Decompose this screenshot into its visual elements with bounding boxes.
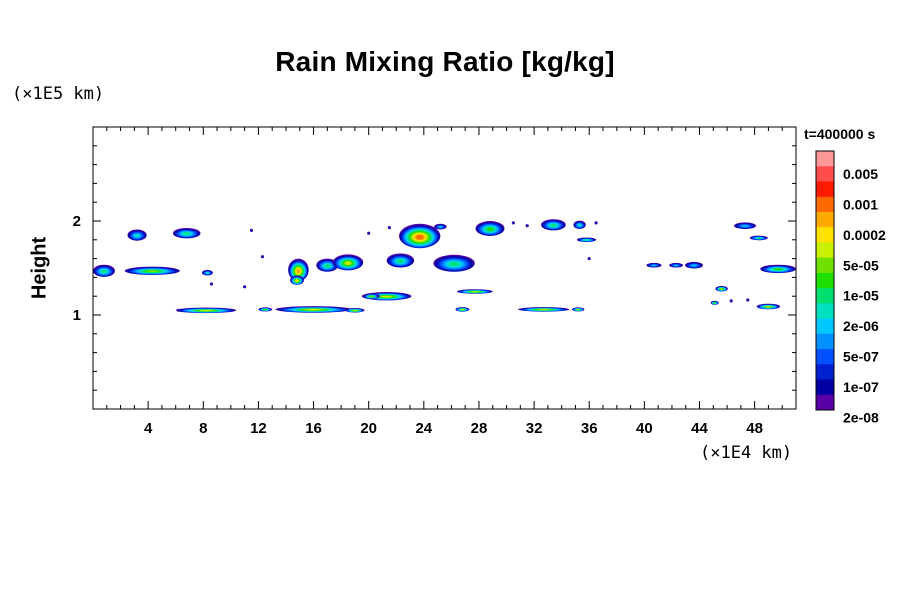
x-tick-label: 4 [144, 420, 153, 437]
rain-patch [572, 307, 585, 312]
rain-patch [573, 220, 586, 229]
colorbar-swatch [816, 333, 834, 350]
rain-speck [525, 224, 529, 228]
rain-patch [332, 254, 364, 271]
rain-patch [258, 307, 273, 312]
x-tick-label: 12 [250, 420, 267, 437]
rain-patch [685, 261, 703, 269]
x-tick-label: 36 [581, 420, 598, 437]
rain-patch [93, 264, 115, 277]
rain-patch [175, 307, 237, 314]
colorbar-swatch [816, 318, 834, 335]
y-axis-unit: (×1E5 km) [12, 84, 105, 104]
rain-patch [518, 307, 570, 312]
rain-speck [249, 228, 254, 232]
rain-patch [669, 262, 683, 268]
rain-patch [710, 300, 719, 305]
rain-patch [434, 223, 447, 230]
rain-patch [756, 303, 781, 310]
x-tick-label: 8 [199, 420, 207, 437]
time-label: t=400000 s [804, 126, 876, 142]
colorbar-label: 2e-06 [843, 318, 879, 334]
rain-speck [260, 255, 265, 259]
rain-patch [576, 237, 597, 243]
colorbar-label: 1e-07 [843, 379, 879, 395]
rain-speck [367, 231, 371, 235]
y-tick-label: 1 [73, 307, 81, 324]
x-tick-label: 20 [360, 420, 377, 437]
rain-patch [290, 275, 304, 285]
colorbar: 0.005 0.001 0.0002 5e-05 1e-05 2e-06 5e-07 1e-0… [815, 150, 886, 426]
rain-patch [760, 264, 796, 274]
chart-title: Rain Mixing Ratio [kg/kg] [275, 46, 615, 77]
x-tick-label: 16 [305, 420, 322, 437]
y-tick-label: 2 [73, 213, 81, 230]
rain-patch [399, 223, 441, 249]
rain-speck [587, 257, 591, 261]
rain-speck [209, 282, 214, 286]
rain-patch [646, 262, 662, 268]
rain-patch [386, 253, 415, 268]
colorbar-label: 0.0002 [843, 227, 886, 243]
rain-speck [729, 299, 733, 303]
rain-speck [594, 221, 598, 225]
colorbar-swatch [816, 211, 834, 228]
rain-patch [363, 293, 380, 300]
colorbar-swatch [816, 181, 834, 198]
rain-patch [455, 307, 470, 312]
rain-speck [387, 226, 391, 230]
colorbar-swatch [816, 166, 834, 182]
rain-patch [127, 229, 147, 241]
x-tick-label: 24 [415, 420, 432, 437]
rain-patch [749, 235, 768, 241]
rain-patch [433, 254, 475, 272]
colorbar-swatch [816, 257, 834, 274]
colorbar-label: 0.001 [843, 196, 878, 212]
x-tick-label: 48 [746, 420, 763, 437]
x-axis-unit: (×1E4 km) [700, 443, 793, 463]
colorbar-swatch [816, 349, 834, 365]
colorbar-swatch [816, 151, 834, 167]
rain-speck [746, 298, 750, 302]
colorbar-label: 2e-08 [843, 410, 879, 426]
rain-patch [734, 222, 756, 229]
colorbar-label: 1e-05 [843, 288, 879, 304]
rain-patch [715, 285, 728, 292]
rain-speck [176, 308, 181, 312]
colorbar-swatch [816, 196, 834, 213]
colorbar-label: 5e-07 [843, 349, 879, 365]
x-tick-label: 44 [691, 420, 708, 437]
rain-patch [172, 228, 201, 239]
rain-patch [124, 266, 180, 275]
rain-patch [201, 269, 213, 276]
colorbar-swatch [816, 242, 834, 259]
colorbar-swatch [816, 303, 834, 319]
rain-patch [316, 258, 339, 272]
data-field-layer [93, 219, 796, 314]
colorbar-swatch [816, 288, 834, 304]
rain-patch [345, 308, 365, 313]
rain-patch [288, 258, 309, 282]
colorbar-frame [815, 150, 835, 411]
plot-frame [92, 126, 797, 410]
rain-speck [243, 285, 247, 289]
colorbar-swatch [816, 394, 834, 411]
colorbar-label: 5e-05 [843, 257, 879, 273]
colorbar-swatch [816, 364, 834, 380]
colorbar-swatch [816, 272, 834, 289]
colorbar-label: 0.005 [843, 166, 878, 182]
rain-patch [475, 221, 505, 236]
colorbar-swatch [816, 227, 834, 243]
rain-speck [511, 221, 515, 225]
colorbar-swatch [816, 379, 834, 396]
rain-patch [456, 289, 493, 294]
x-tick-label: 32 [526, 420, 543, 437]
x-tick-label: 28 [471, 420, 488, 437]
x-tick-label: 40 [636, 420, 653, 437]
rain-patch [275, 306, 352, 313]
rain-patch [541, 219, 566, 231]
